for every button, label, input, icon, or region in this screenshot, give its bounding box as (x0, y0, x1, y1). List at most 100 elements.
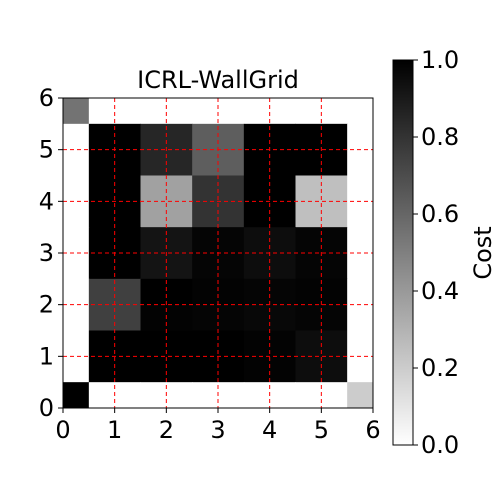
heatmap-cell (140, 123, 167, 151)
heatmap-cell (140, 278, 167, 306)
heatmap-cell (243, 123, 271, 151)
y-tick-label: 0 (39, 394, 54, 422)
heatmap-cell (295, 382, 322, 409)
heatmap-cell (243, 330, 271, 357)
heatmap-cell (192, 201, 219, 228)
heatmap-cell (63, 201, 90, 228)
chart-title: ICRL-WallGrid (137, 66, 299, 94)
heatmap-cell (218, 201, 245, 228)
heatmap-cell (88, 382, 116, 409)
x-tick-label: 0 (55, 416, 70, 444)
heatmap-cell (88, 98, 116, 125)
heatmap-cell (321, 201, 348, 228)
heatmap-cell (269, 253, 296, 280)
heatmap-cell (295, 227, 322, 254)
heatmap-cell (243, 98, 271, 125)
heatmap-cell (295, 149, 322, 176)
heatmap-cell (140, 149, 167, 176)
heatmap-cell (243, 253, 271, 280)
heatmap-cell (63, 304, 90, 331)
y-axis: 0 1 2 3 4 5 6 (39, 84, 63, 422)
heatmap-cell (295, 123, 322, 151)
heatmap-cell (63, 123, 90, 151)
heatmap-cell (218, 149, 245, 176)
heatmap-cell (295, 201, 322, 228)
heatmap-cell (243, 304, 271, 331)
heatmap-cell (321, 175, 348, 202)
y-tick-label: 4 (39, 187, 54, 215)
heatmap-cell (63, 98, 90, 125)
heatmap-cell (88, 356, 116, 383)
heatmap-cell (243, 278, 271, 306)
heatmap-cell (166, 201, 193, 228)
x-tick-label: 6 (365, 416, 380, 444)
heatmap-cell (295, 253, 322, 280)
heatmap-cell (166, 98, 193, 125)
heatmap-cell (347, 382, 374, 409)
x-tick-label: 3 (210, 416, 225, 444)
heatmap-cell (269, 175, 296, 202)
heatmap-cell (218, 356, 245, 383)
heatmap-cell (88, 304, 116, 331)
heatmap-cell (218, 227, 245, 254)
heatmap-cell (63, 356, 90, 383)
heatmap-cell (63, 278, 90, 306)
heatmap-cell (243, 175, 271, 202)
heatmap-cell (192, 356, 219, 383)
heatmap-cell (295, 175, 322, 202)
heatmap-cell (88, 253, 116, 280)
x-tick-label: 1 (107, 416, 122, 444)
heatmap-cell (295, 278, 322, 306)
heatmap-cell (321, 123, 348, 151)
heatmap-cell (63, 330, 90, 357)
heatmap-cell (321, 278, 348, 306)
heatmap-cell (243, 227, 271, 254)
heatmap-cell (243, 382, 271, 409)
heatmap-cell (140, 330, 167, 357)
y-tick-label: 6 (39, 84, 54, 112)
heatmap-cells (63, 98, 374, 409)
heatmap-cell (114, 278, 141, 306)
heatmap-cell (347, 278, 374, 306)
heatmap-cell (63, 253, 90, 280)
heatmap-cell (218, 98, 245, 125)
heatmap-cell (269, 149, 296, 176)
heatmap-cell (140, 98, 167, 125)
heatmap-cell (192, 98, 219, 125)
heatmap-cell (218, 253, 245, 280)
heatmap-cell (166, 175, 193, 202)
y-tick-label: 1 (39, 342, 54, 370)
colorbar-tick-label: 0.2 (421, 354, 459, 382)
x-axis: 0 1 2 3 4 5 6 (55, 408, 381, 444)
x-tick-label: 2 (159, 416, 174, 444)
heatmap-cell (347, 356, 374, 383)
heatmap-cell (114, 149, 141, 176)
colorbar-tick-label: 1.0 (421, 46, 459, 74)
heatmap-cell (192, 253, 219, 280)
heatmap-cell (166, 123, 193, 151)
heatmap-cell (192, 382, 219, 409)
heatmap-cell (166, 253, 193, 280)
heatmap-cell (140, 304, 167, 331)
colorbar-tick-label: 0.0 (421, 431, 459, 459)
heatmap-cell (166, 382, 193, 409)
heatmap-cell (114, 382, 141, 409)
colorbar-label: Cost (469, 226, 497, 279)
heatmap-cell (243, 201, 271, 228)
heatmap-cell (63, 227, 90, 254)
heatmap-cell (114, 330, 141, 357)
heatmap-cell (347, 98, 374, 125)
x-tick-label: 5 (314, 416, 329, 444)
grid-lines (63, 98, 373, 408)
colorbar-tick-label: 0.6 (421, 200, 459, 228)
heatmap-cell (321, 98, 348, 125)
heatmap-cell (88, 278, 116, 306)
heatmap-cell (63, 382, 90, 409)
heatmap-cell (114, 123, 141, 151)
heatmap-cell (321, 149, 348, 176)
heatmap-cell (347, 149, 374, 176)
heatmap-cell (321, 253, 348, 280)
y-tick-label: 3 (39, 239, 54, 267)
heatmap-cell (114, 227, 141, 254)
